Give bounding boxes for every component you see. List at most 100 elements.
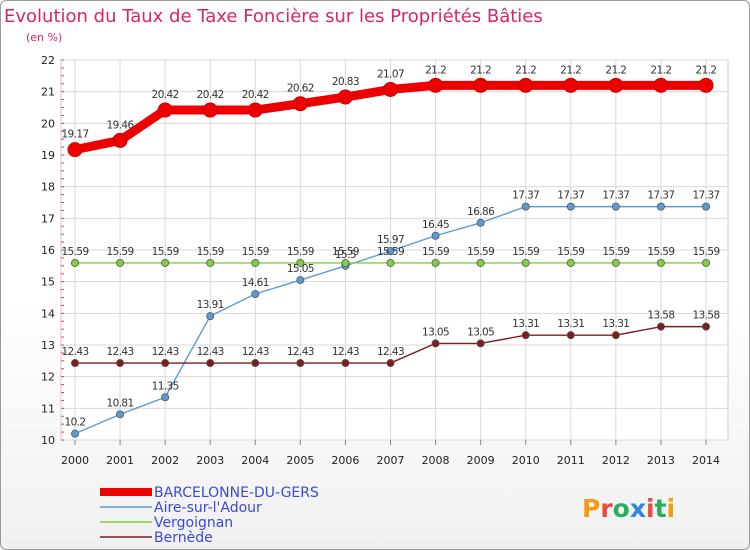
data-point [702, 258, 711, 267]
data-label: 15.59 [332, 246, 359, 258]
data-point [251, 258, 260, 267]
data-label: 16.86 [467, 206, 495, 218]
data-label: 19.17 [61, 129, 88, 141]
data-label: 15.59 [602, 246, 629, 258]
data-point [341, 359, 350, 368]
x-tick-label: 2010 [512, 454, 540, 467]
data-label: 13.05 [467, 326, 494, 338]
y-tick-label: 15 [41, 276, 55, 289]
data-label: 13.58 [647, 310, 674, 322]
data-point [521, 202, 530, 211]
data-point [296, 258, 305, 267]
data-point [71, 429, 80, 438]
data-label: 15.59 [647, 246, 674, 258]
data-label: 12.43 [242, 346, 269, 358]
y-tick-label: 22 [41, 54, 55, 67]
data-label: 15.59 [557, 246, 584, 258]
data-point [656, 258, 665, 267]
data-labels: 10.2 10.81 11.35 13.91 14.61 15.05 15.5 15.97 16… [61, 64, 720, 429]
data-point [476, 258, 485, 267]
data-label: 15.5 [335, 249, 356, 261]
y-tick-label: 11 [41, 402, 55, 415]
data-label: 15.59 [692, 246, 719, 258]
chart-title: Evolution du Taux de Taxe Foncière sur l… [4, 6, 543, 27]
data-point [521, 258, 530, 267]
data-point [428, 77, 444, 93]
data-label: 15.59 [197, 246, 224, 258]
data-label: 12.43 [287, 346, 314, 358]
data-point [71, 359, 80, 368]
legend-label: Aire-sur-l'Adour [154, 500, 262, 516]
x-tick-label: 2003 [196, 454, 224, 467]
data-point [383, 81, 398, 97]
x-tick-label: 2000 [61, 454, 89, 467]
data-point [292, 96, 308, 112]
data-point [386, 246, 395, 255]
data-label: 17.37 [692, 190, 719, 202]
y-tick-label: 20 [41, 117, 55, 130]
x-tick-label: 2008 [422, 454, 450, 467]
y-tick-label: 14 [41, 307, 55, 320]
data-label: 10.81 [107, 397, 134, 409]
data-label: 13.31 [557, 318, 584, 330]
data-point [476, 218, 485, 227]
data-label: 21.2 [515, 64, 536, 76]
data-label: 21.2 [560, 64, 581, 76]
data-label: 12.43 [107, 346, 134, 358]
data-point [611, 258, 620, 267]
data-label: 21.2 [696, 64, 717, 76]
data-point [521, 331, 530, 340]
data-point [431, 231, 440, 240]
x-tick-label: 2013 [647, 454, 675, 467]
data-label: 15.59 [512, 246, 539, 258]
series-layer [67, 77, 714, 438]
data-label: 10.2 [65, 417, 86, 429]
data-point [161, 258, 170, 267]
data-point [473, 77, 489, 93]
x-tick-label: 2004 [241, 454, 269, 467]
logo-letter: x [630, 494, 646, 523]
logo-letter: r [600, 494, 613, 523]
data-point [476, 339, 485, 348]
y-tick-label: 13 [41, 339, 55, 352]
data-point [566, 331, 575, 340]
data-point [116, 410, 125, 419]
data-point [202, 102, 218, 118]
data-point [112, 132, 128, 148]
data-label: 15.97 [377, 234, 404, 246]
data-label: 12.43 [152, 346, 179, 358]
data-point [386, 258, 395, 267]
data-point [116, 258, 125, 267]
proxiti-logo: Proxiti [582, 494, 675, 523]
data-point [251, 359, 260, 368]
data-label: 16.45 [422, 219, 449, 231]
data-label: 17.37 [602, 190, 629, 202]
x-tick-label: 2005 [286, 454, 314, 467]
data-label: 15.59 [242, 246, 269, 258]
data-point [296, 359, 305, 368]
data-point [161, 359, 170, 368]
data-point [431, 258, 440, 267]
y-axis: 10 11 12 13 14 15 16 17 18 19 20 21 22 [41, 54, 64, 447]
data-point [431, 339, 440, 348]
data-label: 15.59 [377, 246, 404, 258]
data-point [341, 258, 350, 267]
y-tick-label: 16 [41, 244, 55, 257]
data-label: 15.59 [107, 246, 134, 258]
x-tick-label: 2007 [377, 454, 405, 467]
data-point [251, 290, 260, 299]
logo-letter: t [655, 494, 667, 523]
data-label: 20.83 [332, 76, 359, 88]
data-point [337, 89, 353, 105]
data-point [206, 258, 215, 267]
data-point [157, 102, 173, 118]
y-tick-label: 18 [41, 181, 55, 194]
data-label: 15.59 [61, 246, 88, 258]
data-label: 13.31 [602, 318, 629, 330]
data-point [698, 77, 714, 93]
logo-letter: P [582, 494, 600, 523]
data-point [161, 393, 170, 402]
data-label: 21.2 [425, 64, 446, 76]
data-label: 15.59 [467, 246, 494, 258]
